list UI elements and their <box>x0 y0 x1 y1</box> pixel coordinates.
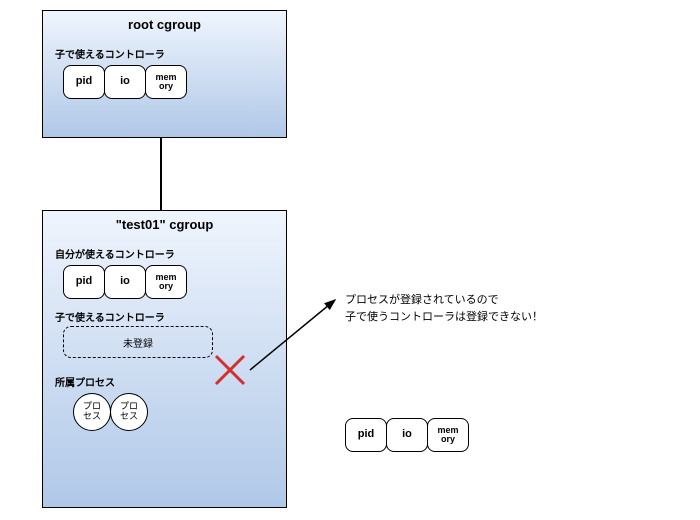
test01-title: "test01" cgroup <box>43 211 286 242</box>
controller-pill: io <box>104 265 146 299</box>
root-title: root cgroup <box>43 11 286 42</box>
connector-line <box>160 138 162 210</box>
controller-pill: pid <box>345 418 387 452</box>
controller-pill: io <box>104 65 146 99</box>
unregistered-box: 未登録 <box>63 326 213 358</box>
test01-cgroup-box: "test01" cgroup 自分が使えるコントローラ pidiomemory… <box>42 210 287 508</box>
annotation-line2: 子で使うコントローラは登録できない！ <box>345 309 543 326</box>
controller-pill: pid <box>63 265 105 299</box>
controller-pill: memory <box>145 265 187 299</box>
annotation-line1: プロセスが登録されているので <box>345 292 543 309</box>
root-child-ctrl-label: 子で使えるコントローラ <box>43 42 286 63</box>
controller-pill: io <box>386 418 428 452</box>
test01-child-ctrl-label: 子で使えるコントローラ <box>43 305 286 326</box>
controller-pill: pid <box>63 65 105 99</box>
floating-controllers: pidiomemory <box>345 418 468 452</box>
process-circle: プロセス <box>73 393 111 431</box>
controller-pill: memory <box>145 65 187 99</box>
test01-self-controllers: pidiomemory <box>43 263 286 305</box>
unregistered-label: 未登録 <box>123 335 153 350</box>
root-controllers: pidiomemory <box>43 63 286 105</box>
test01-proc-label: 所属プロセス <box>43 370 286 391</box>
annotation-text: プロセスが登録されているので 子で使うコントローラは登録できない！ <box>345 292 543 325</box>
process-circle: プロセス <box>110 393 148 431</box>
test01-processes: プロセスプロセス <box>43 391 286 437</box>
root-cgroup-box: root cgroup 子で使えるコントローラ pidiomemory <box>42 10 287 138</box>
controller-pill: memory <box>427 418 469 452</box>
test01-self-ctrl-label: 自分が使えるコントローラ <box>43 242 286 263</box>
